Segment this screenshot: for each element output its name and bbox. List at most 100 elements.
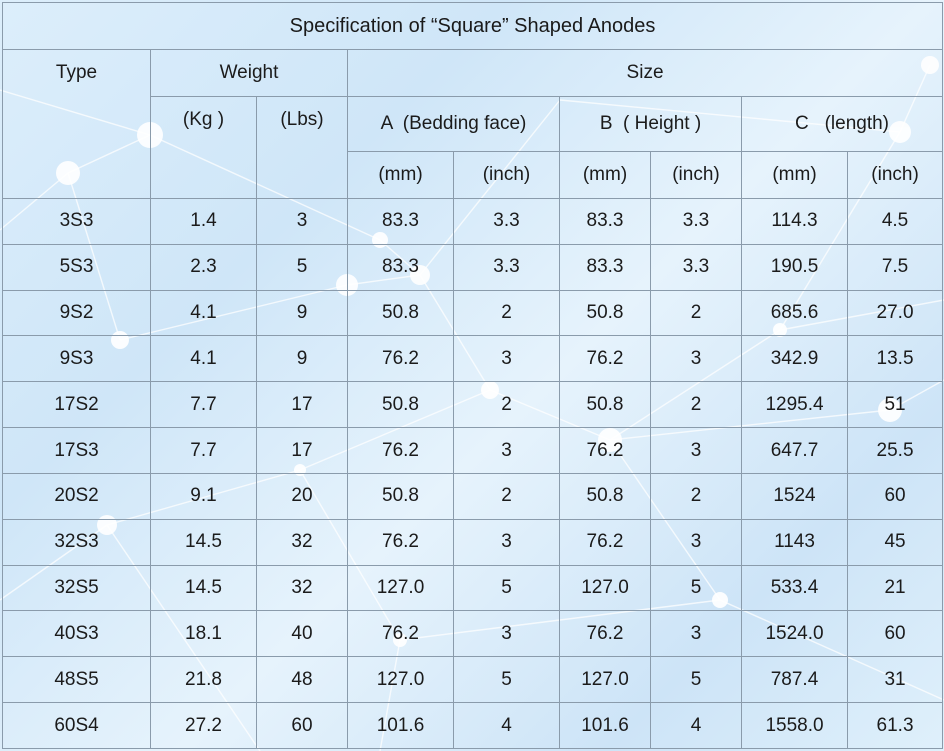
table-title: Specification of “Square” Shaped Anodes bbox=[1, 2, 944, 50]
header-b-height: B ( Height ) bbox=[559, 96, 742, 152]
cell-a-inch: 2 bbox=[453, 381, 560, 429]
cell-type: 17S3 bbox=[2, 427, 151, 474]
cell-c-mm: 647.7 bbox=[741, 427, 848, 474]
table-row: 60S4 27.2 60 101.6 4 101.6 4 1558.0 61.3 bbox=[2, 702, 944, 749]
cell-type: 9S3 bbox=[2, 335, 151, 383]
cell-c-inch: 25.5 bbox=[846, 427, 944, 474]
cell-b-mm: 76.2 bbox=[559, 427, 651, 474]
cell-weight-kg: 14.5 bbox=[150, 564, 257, 612]
cell-a-inch: 3 bbox=[453, 427, 560, 474]
cell-weight-lbs: 32 bbox=[256, 564, 348, 612]
cell-a-mm: 50.8 bbox=[347, 381, 454, 429]
cell-a-mm: 76.2 bbox=[347, 610, 454, 658]
header-b-mm: (mm) bbox=[559, 151, 651, 199]
cell-b-inch: 3.3 bbox=[650, 198, 742, 245]
cell-a-inch: 2 bbox=[453, 289, 560, 337]
cell-b-inch: 4 bbox=[650, 702, 742, 749]
header-a-mm: (mm) bbox=[347, 151, 454, 199]
header-kg: (Kg ) bbox=[150, 96, 257, 199]
cell-b-mm: 76.2 bbox=[559, 518, 651, 566]
table-row: 32S3 14.5 32 76.2 3 76.2 3 1143 45 bbox=[2, 518, 944, 566]
cell-type: 48S5 bbox=[2, 656, 151, 704]
header-c-length: C (length) bbox=[740, 96, 944, 152]
cell-b-inch: 3.3 bbox=[650, 243, 742, 291]
cell-weight-kg: 7.7 bbox=[150, 427, 257, 474]
cell-weight-kg: 4.1 bbox=[150, 289, 257, 337]
cell-c-mm: 685.6 bbox=[741, 289, 848, 337]
cell-weight-kg: 14.5 bbox=[150, 518, 257, 566]
cell-type: 32S3 bbox=[2, 518, 151, 566]
table-row: 9S2 4.1 9 50.8 2 50.8 2 685.6 27.0 bbox=[2, 289, 944, 337]
table-row: 3S3 1.4 3 83.3 3.3 83.3 3.3 114.3 4.5 bbox=[2, 198, 944, 245]
cell-c-mm: 787.4 bbox=[741, 656, 848, 704]
cell-c-inch: 13.5 bbox=[846, 335, 944, 383]
cell-a-mm: 101.6 bbox=[347, 702, 454, 749]
cell-type: 32S5 bbox=[2, 564, 151, 612]
cell-weight-kg: 27.2 bbox=[150, 702, 257, 749]
cell-weight-kg: 1.4 bbox=[150, 198, 257, 245]
header-lbs: (Lbs) bbox=[256, 96, 348, 199]
cell-weight-lbs: 60 bbox=[256, 702, 348, 749]
cell-a-inch: 3.3 bbox=[453, 198, 560, 245]
cell-c-mm: 342.9 bbox=[741, 335, 848, 383]
cell-c-mm: 114.3 bbox=[741, 198, 848, 245]
cell-a-inch: 3 bbox=[453, 610, 560, 658]
cell-weight-lbs: 17 bbox=[256, 427, 348, 474]
cell-weight-lbs: 17 bbox=[256, 381, 348, 429]
cell-c-inch: 45 bbox=[846, 518, 944, 566]
cell-b-inch: 3 bbox=[650, 427, 742, 474]
cell-type: 40S3 bbox=[2, 610, 151, 658]
cell-b-mm: 83.3 bbox=[559, 198, 651, 245]
cell-a-mm: 50.8 bbox=[347, 289, 454, 337]
table-row: 9S3 4.1 9 76.2 3 76.2 3 342.9 13.5 bbox=[2, 335, 944, 383]
cell-weight-kg: 4.1 bbox=[150, 335, 257, 383]
header-a-inch: (inch) bbox=[453, 151, 560, 199]
cell-c-inch: 61.3 bbox=[846, 702, 944, 749]
cell-c-inch: 7.5 bbox=[846, 243, 944, 291]
cell-b-mm: 76.2 bbox=[559, 610, 651, 658]
table-row: 5S3 2.3 5 83.3 3.3 83.3 3.3 190.5 7.5 bbox=[2, 243, 944, 291]
cell-c-mm: 1558.0 bbox=[741, 702, 848, 749]
table-row: 40S3 18.1 40 76.2 3 76.2 3 1524.0 60 bbox=[2, 610, 944, 658]
cell-a-inch: 3.3 bbox=[453, 243, 560, 291]
cell-weight-kg: 7.7 bbox=[150, 381, 257, 429]
cell-a-mm: 127.0 bbox=[347, 656, 454, 704]
cell-b-mm: 127.0 bbox=[559, 656, 651, 704]
cell-c-mm: 1524 bbox=[741, 472, 848, 520]
cell-weight-lbs: 32 bbox=[256, 518, 348, 566]
cell-c-inch: 21 bbox=[846, 564, 944, 612]
table-row: 17S2 7.7 17 50.8 2 50.8 2 1295.4 51 bbox=[2, 381, 944, 429]
header-b-inch: (inch) bbox=[650, 151, 742, 199]
cell-b-inch: 3 bbox=[650, 610, 742, 658]
cell-a-mm: 76.2 bbox=[347, 427, 454, 474]
table-row: 20S2 9.1 20 50.8 2 50.8 2 1524 60 bbox=[2, 472, 944, 520]
header-type: Type bbox=[2, 49, 151, 199]
cell-weight-lbs: 9 bbox=[256, 335, 348, 383]
cell-a-mm: 50.8 bbox=[347, 472, 454, 520]
cell-b-mm: 50.8 bbox=[559, 381, 651, 429]
cell-type: 17S2 bbox=[2, 381, 151, 429]
cell-c-inch: 51 bbox=[846, 381, 944, 429]
cell-a-mm: 76.2 bbox=[347, 518, 454, 566]
cell-c-inch: 27.0 bbox=[846, 289, 944, 337]
cell-c-inch: 60 bbox=[846, 472, 944, 520]
cell-type: 20S2 bbox=[2, 472, 151, 520]
cell-weight-lbs: 40 bbox=[256, 610, 348, 658]
cell-b-mm: 101.6 bbox=[559, 702, 651, 749]
cell-weight-kg: 18.1 bbox=[150, 610, 257, 658]
cell-a-inch: 3 bbox=[453, 335, 560, 383]
cell-c-inch: 60 bbox=[846, 610, 944, 658]
cell-c-inch: 31 bbox=[846, 656, 944, 704]
cell-weight-kg: 9.1 bbox=[150, 472, 257, 520]
cell-b-mm: 127.0 bbox=[559, 564, 651, 612]
cell-b-mm: 76.2 bbox=[559, 335, 651, 383]
cell-a-mm: 76.2 bbox=[347, 335, 454, 383]
cell-b-inch: 5 bbox=[650, 656, 742, 704]
cell-weight-lbs: 20 bbox=[256, 472, 348, 520]
header-a-bedding-face: A (Bedding face) bbox=[347, 96, 560, 152]
cell-type: 3S3 bbox=[2, 198, 151, 245]
table-row: 17S3 7.7 17 76.2 3 76.2 3 647.7 25.5 bbox=[2, 427, 944, 474]
cell-weight-lbs: 48 bbox=[256, 656, 348, 704]
